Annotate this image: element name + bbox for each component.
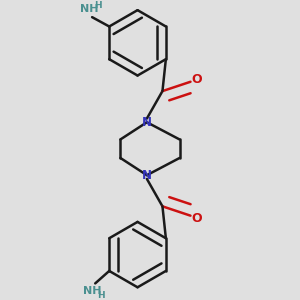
Text: N: N: [142, 169, 152, 182]
Text: N: N: [142, 116, 152, 129]
Text: H: H: [97, 291, 105, 300]
Text: O: O: [191, 212, 202, 225]
Text: NH: NH: [80, 4, 98, 14]
Text: H: H: [94, 1, 101, 10]
Text: NH: NH: [83, 286, 101, 296]
Text: O: O: [191, 73, 202, 86]
